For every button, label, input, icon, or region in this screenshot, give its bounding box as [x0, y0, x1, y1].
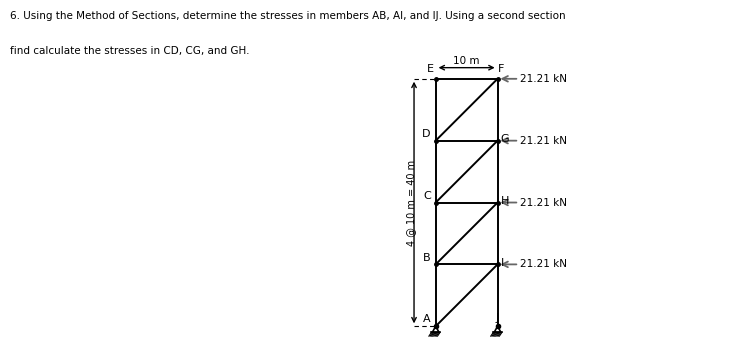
Text: C: C [423, 191, 430, 201]
Text: J: J [496, 313, 499, 323]
Text: 21.21 kN: 21.21 kN [521, 260, 568, 269]
Text: 4 @ 10 m = 40 m: 4 @ 10 m = 40 m [406, 159, 416, 246]
Text: F: F [498, 64, 504, 74]
Text: A: A [423, 315, 430, 324]
Text: I: I [501, 257, 504, 268]
Text: 21.21 kN: 21.21 kN [521, 74, 568, 84]
Text: B: B [423, 252, 430, 263]
Text: H: H [501, 196, 509, 206]
Text: 21.21 kN: 21.21 kN [521, 197, 568, 208]
Text: 21.21 kN: 21.21 kN [521, 136, 568, 146]
Text: G: G [501, 134, 510, 144]
Text: find calculate the stresses in CD, CG, and GH.: find calculate the stresses in CD, CG, a… [10, 46, 249, 56]
Text: D: D [422, 129, 430, 139]
Text: 6. Using the Method of Sections, determine the stresses in members AB, AI, and I: 6. Using the Method of Sections, determi… [10, 11, 565, 21]
Text: E: E [427, 64, 434, 74]
Text: 10 m: 10 m [454, 56, 480, 66]
